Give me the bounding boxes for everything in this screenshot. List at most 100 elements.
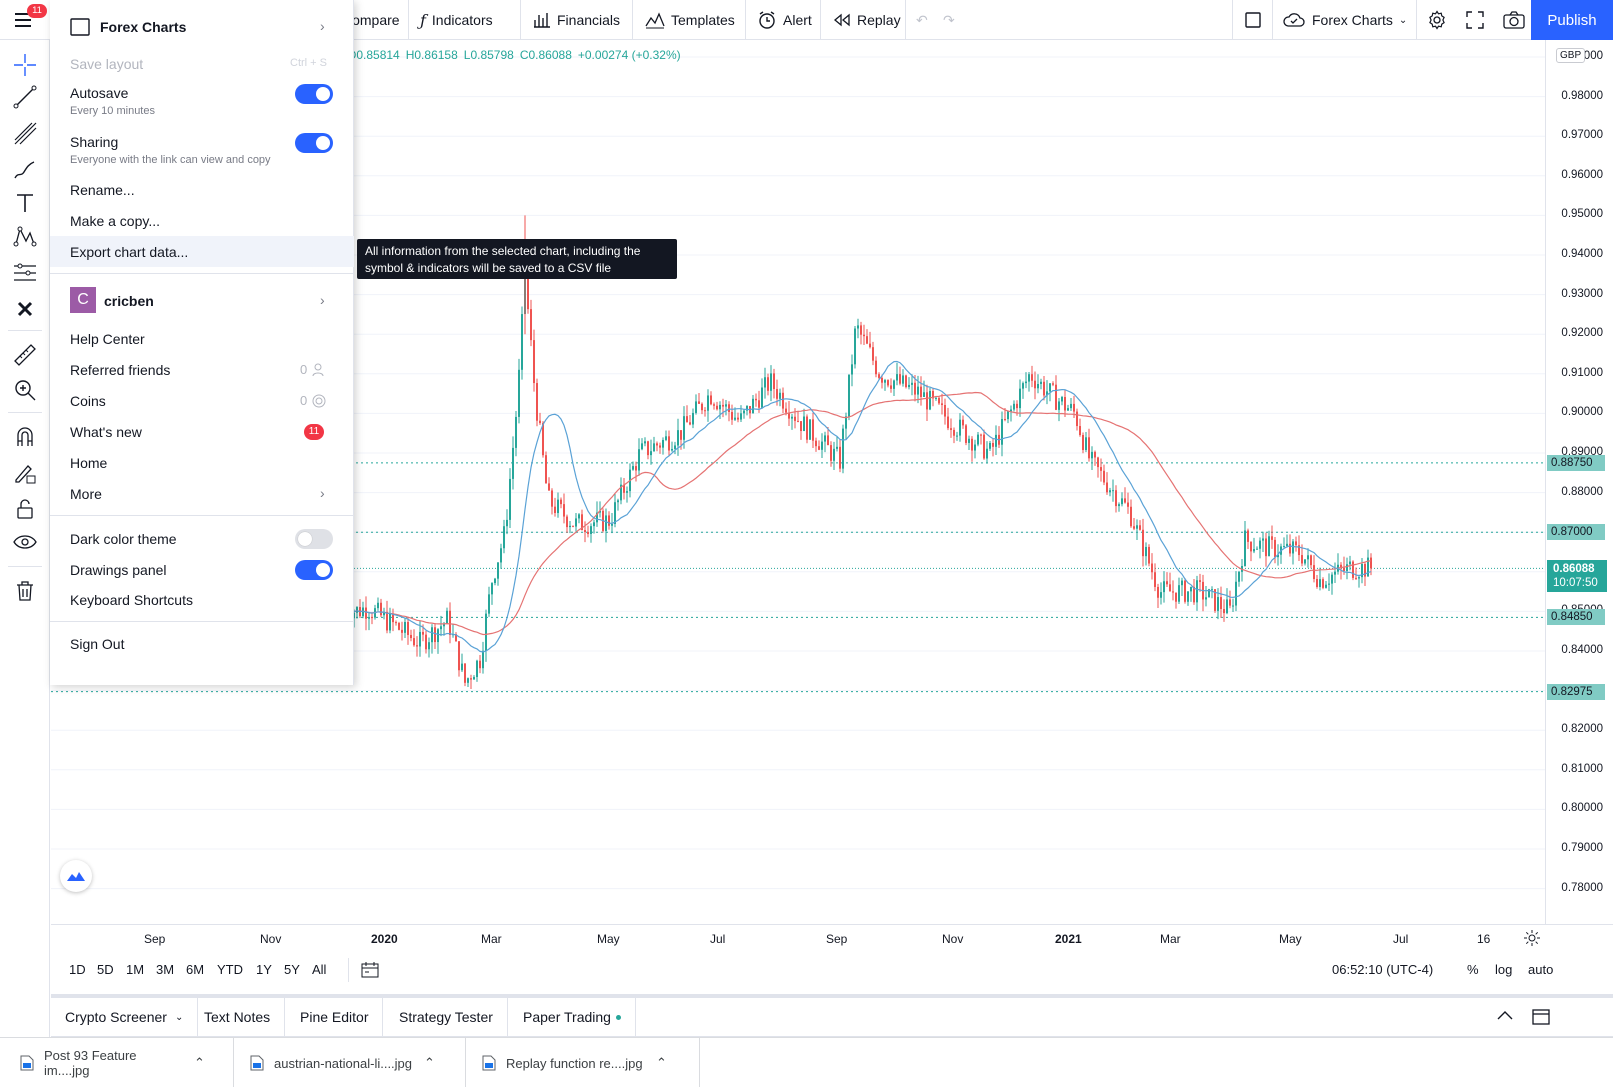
settings-button[interactable]: [1421, 0, 1453, 40]
candle: [1265, 538, 1267, 557]
menu-drawings-panel[interactable]: Drawings panel: [50, 560, 354, 584]
menu-make-copy[interactable]: Make a copy...: [50, 213, 354, 237]
range-button-6m[interactable]: 6M: [186, 962, 205, 977]
time-axis[interactable]: Sep Nov 2020 Mar May Jul Sep Nov 2021 Mar May Jul 16: [51, 924, 1613, 952]
tab-pine-editor[interactable]: Pine Editor: [286, 998, 384, 1036]
crosshair-icon[interactable]: [12, 52, 38, 78]
remove-drawings-icon[interactable]: [12, 296, 38, 322]
chevron-up-icon[interactable]: ⌃: [656, 1055, 667, 1070]
replay-button[interactable]: Replay: [827, 0, 907, 40]
menu-more[interactable]: More ›: [50, 485, 354, 510]
calendar-range-icon[interactable]: [361, 961, 379, 979]
range-button-ytd[interactable]: YTD: [217, 962, 243, 977]
menu-dark-theme[interactable]: Dark color theme: [50, 529, 354, 553]
menu-referred-friends[interactable]: Referred friends 0: [50, 362, 354, 386]
redo-button[interactable]: ↷: [937, 0, 961, 40]
undo-button[interactable]: ↶: [910, 0, 934, 40]
financials-button[interactable]: Financials: [527, 0, 626, 40]
ruler-icon[interactable]: [12, 342, 38, 368]
menu-sign-out[interactable]: Sign Out: [50, 636, 354, 660]
candle: [1346, 564, 1348, 571]
collapse-panel-icon[interactable]: [1495, 1008, 1515, 1024]
candle: [848, 374, 850, 417]
menu-home[interactable]: Home: [50, 455, 354, 479]
autosave-toggle[interactable]: [295, 84, 333, 104]
chevron-up-icon[interactable]: ⌃: [194, 1055, 205, 1070]
auto-scale-toggle[interactable]: auto: [1528, 962, 1554, 977]
sharing-toggle[interactable]: [295, 133, 333, 153]
range-button-1m[interactable]: 1M: [126, 962, 145, 977]
templates-button[interactable]: Templates: [639, 0, 741, 40]
menu-sharing[interactable]: Sharing Everyone with the link can view …: [50, 133, 354, 173]
date-range-bar: 1D 5D 1M 3M 6M YTD 1Y 5Y All 06:52:10 (UTC-4) % …: [51, 952, 1613, 990]
publish-button[interactable]: Publish: [1531, 0, 1613, 40]
menu-help-center[interactable]: Help Center: [50, 331, 354, 355]
menu-rename[interactable]: Rename...: [50, 182, 354, 206]
candle: [830, 445, 832, 461]
range-button-1y[interactable]: 1Y: [256, 962, 272, 977]
snapshot-button[interactable]: [1497, 0, 1531, 40]
main-menu-dropdown: Forex Charts › Save layout Ctrl + S Auto…: [50, 0, 354, 685]
menu-export-chart-data[interactable]: Export chart data...: [50, 236, 354, 267]
candle: [566, 516, 568, 528]
menu-keyboard-shortcuts[interactable]: Keyboard Shortcuts: [50, 592, 354, 616]
maximize-panel-icon[interactable]: [1531, 1008, 1551, 1026]
alert-button[interactable]: Alert: [751, 0, 818, 40]
text-tool-icon[interactable]: [12, 190, 38, 216]
tab-text-notes[interactable]: Text Notes: [190, 998, 286, 1036]
axis-settings-icon[interactable]: [1523, 929, 1541, 947]
pattern-tool-icon[interactable]: [12, 224, 38, 250]
download-item[interactable]: austrian-national-li....jpg ⌃: [234, 1038, 466, 1087]
layout-name-button[interactable]: Forex Charts ⌄: [1276, 0, 1413, 40]
range-button-3m[interactable]: 3M: [156, 962, 175, 977]
trash-icon[interactable]: [12, 578, 38, 604]
tab-strategy-tester[interactable]: Strategy Tester: [385, 998, 508, 1036]
log-scale-toggle[interactable]: log: [1495, 962, 1513, 977]
layout-select-button[interactable]: [1238, 0, 1268, 40]
fib-tool-icon[interactable]: [12, 120, 38, 146]
candle: [707, 395, 709, 411]
menu-whats-new[interactable]: What's new 11: [50, 424, 354, 448]
candle: [1016, 403, 1018, 409]
range-button-5y[interactable]: 5Y: [284, 962, 300, 977]
candle: [1145, 546, 1147, 557]
candle: [920, 386, 922, 397]
dark-theme-toggle[interactable]: [295, 529, 333, 549]
menu-user-profile[interactable]: C cricben ›: [50, 287, 354, 317]
candle: [1295, 541, 1297, 546]
chevron-up-icon[interactable]: ⌃: [424, 1055, 435, 1070]
menu-autosave[interactable]: Autosave Every 10 minutes: [50, 84, 354, 124]
clock-timezone[interactable]: 06:52:10 (UTC-4): [1332, 962, 1434, 977]
range-button-all[interactable]: All: [312, 962, 327, 977]
menu-coins[interactable]: Coins 0: [50, 393, 354, 417]
range-button-1d[interactable]: 1D: [69, 962, 86, 977]
candle: [680, 430, 682, 440]
eye-icon[interactable]: [12, 530, 38, 556]
rewind-icon: [833, 13, 850, 27]
magnet-icon[interactable]: [12, 424, 38, 450]
lock-icon[interactable]: [12, 496, 38, 522]
zoom-in-icon[interactable]: [12, 377, 38, 403]
range-button-5d[interactable]: 5D: [97, 962, 114, 977]
percent-scale-toggle[interactable]: %: [1467, 962, 1479, 977]
menu-layout-header[interactable]: Forex Charts ›: [50, 14, 354, 40]
currency-badge[interactable]: GBP: [1556, 48, 1586, 63]
price-axis[interactable]: 0.990000.980000.970000.960000.950000.940…: [1545, 40, 1613, 924]
prediction-tool-icon[interactable]: [12, 260, 38, 286]
tab-paper-trading[interactable]: Paper Trading: [509, 998, 636, 1036]
brush-icon[interactable]: [12, 156, 38, 182]
candle: [896, 374, 898, 381]
tab-crypto-screener[interactable]: Crypto Screener ⌄: [51, 998, 199, 1036]
download-item[interactable]: Post 93 Feature im....jpg ⌃: [4, 1038, 234, 1087]
fullscreen-button[interactable]: [1460, 0, 1490, 40]
candle: [1325, 584, 1327, 588]
trend-line-icon[interactable]: [12, 84, 38, 110]
compare-button[interactable]: Compare: [336, 0, 406, 40]
tradingview-logo-button[interactable]: [60, 860, 92, 892]
indicators-button[interactable]: ƒ Indicators: [414, 0, 499, 40]
download-item[interactable]: Replay function re....jpg ⌃: [466, 1038, 700, 1087]
drawings-panel-toggle[interactable]: [295, 560, 333, 580]
lock-drawing-icon[interactable]: [12, 460, 38, 486]
candle: [842, 428, 844, 469]
candle: [413, 638, 415, 646]
